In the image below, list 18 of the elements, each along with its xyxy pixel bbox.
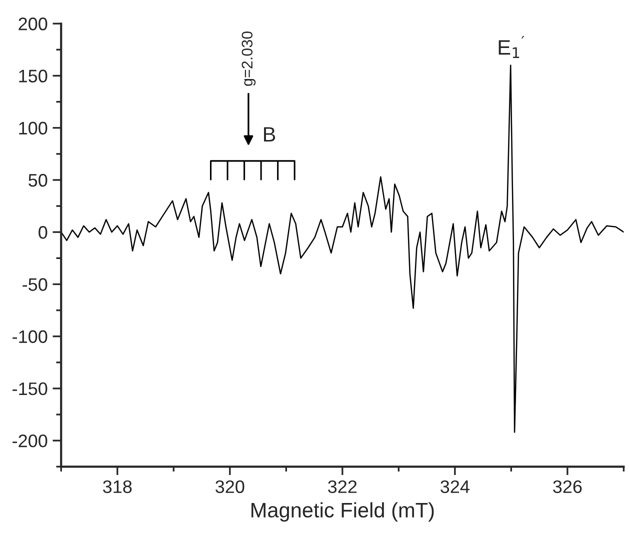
x-tick-label: 326 [553, 480, 582, 494]
x-tick-label: 322 [328, 480, 357, 494]
y-tick-label: -50 [22, 278, 48, 291]
y-tick-label: 100 [19, 122, 48, 135]
x-axis-title: Magnetic Field (mT) [252, 502, 434, 522]
y-tick-label: 50 [28, 174, 48, 187]
y-tick-label: 0 [38, 226, 48, 239]
x-tick-label: 318 [102, 480, 132, 494]
y-tick-label: -150 [12, 382, 48, 396]
annotation: B [264, 127, 276, 142]
x-tick-label: 320 [216, 480, 244, 494]
y-tick-label: -200 [12, 434, 48, 448]
y-tick-label: 200 [18, 18, 48, 30]
annotation: g=2.030 [242, 31, 256, 86]
x-tick-label: 324 [440, 480, 470, 494]
y-tick-label: 150 [19, 70, 48, 82]
annotation: E$_{1}$$^{′}$ [498, 36, 524, 58]
y-tick-label: -100 [12, 330, 48, 344]
